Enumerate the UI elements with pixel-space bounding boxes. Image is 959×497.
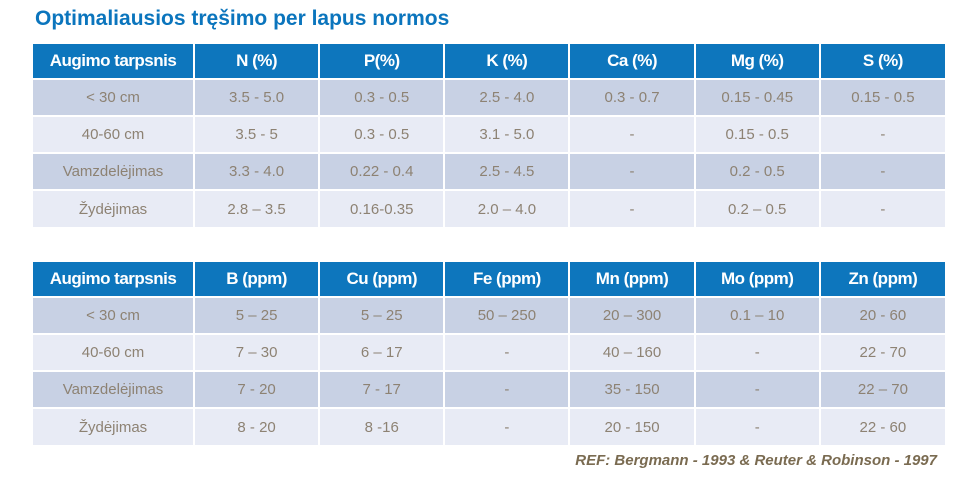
column-header: Cu (ppm)	[318, 262, 446, 298]
table-cell: -	[568, 189, 696, 227]
table-cell: 0.3 - 0.5	[318, 78, 446, 117]
table-header-row: Augimo tarpsnis B (ppm) Cu (ppm) Fe (ppm) Mn…	[33, 262, 945, 298]
table-cell: -	[693, 407, 821, 445]
column-header: B (ppm)	[192, 262, 321, 298]
table-cell: 7 - 20	[192, 370, 321, 409]
table-cell: 0.15 - 0.5	[693, 115, 821, 154]
table-row: Vamzdelėjimas 3.3 - 4.0 0.22 - 0.4 2.5 - 4.…	[33, 152, 945, 191]
table-cell: -	[568, 152, 696, 191]
table-row: 40-60 cm 7 – 30 6 – 17-40 – 160-22 - 70	[33, 333, 945, 372]
table-cell: 20 – 300	[568, 296, 696, 335]
table-cell: 3.1 - 5.0	[443, 115, 571, 154]
column-header: S (%)	[818, 44, 945, 80]
table-cell: -	[568, 115, 696, 154]
table-cell: 40 – 160	[568, 333, 696, 372]
column-header: Augimo tarpsnis	[33, 44, 195, 80]
table-cell: -	[818, 115, 945, 154]
table-cell: 2.8 – 3.5	[192, 189, 321, 227]
column-header: Zn (ppm)	[818, 262, 945, 298]
row-label: < 30 cm	[33, 78, 195, 117]
table-cell: 2.5 - 4.5	[443, 152, 571, 191]
table-cell: 0.2 - 0.5	[693, 152, 821, 191]
column-header: Mn (ppm)	[568, 262, 696, 298]
table-cell: -	[443, 370, 571, 409]
table-cell: 0.1 – 10	[693, 296, 821, 335]
table-cell: 20 - 60	[818, 296, 945, 335]
table-cell: -	[693, 370, 821, 409]
table-cell: -	[443, 407, 571, 445]
micronutrients-table: Augimo tarpsnis B (ppm) Cu (ppm) Fe (ppm) Mn…	[33, 262, 945, 445]
macronutrients-table: Augimo tarpsnis N (%) P(%) K (%) Ca (%) Mg (%…	[33, 44, 945, 227]
table-cell: 2.5 - 4.0	[443, 78, 571, 117]
row-label: 40-60 cm	[33, 333, 195, 372]
table-cell: 5 – 25	[318, 296, 446, 335]
row-label: Žydėjimas	[33, 407, 195, 445]
column-header: Augimo tarpsnis	[33, 262, 195, 298]
table-cell: 6 – 17	[318, 333, 446, 372]
table-cell: 8 -16	[318, 407, 446, 445]
table-cell: 2.0 – 4.0	[443, 189, 571, 227]
table-row: 40-60 cm 3.5 - 5 0.3 - 0.5 3.1 - 5.0-0.15 -…	[33, 115, 945, 154]
table-cell: 0.15 - 0.5	[818, 78, 945, 117]
table-cell: 0.15 - 0.45	[693, 78, 821, 117]
column-header: K (%)	[443, 44, 571, 80]
row-label: < 30 cm	[33, 296, 195, 335]
column-header: Mg (%)	[693, 44, 821, 80]
table-row: Žydėjimas 2.8 – 3.5 0.16-0.35 2.0 – 4.0-0.2…	[33, 189, 945, 227]
table-cell: 8 - 20	[192, 407, 321, 445]
table-cell: 22 - 60	[818, 407, 945, 445]
row-label: Vamzdelėjimas	[33, 370, 195, 409]
table-header-row: Augimo tarpsnis N (%) P(%) K (%) Ca (%) Mg (%…	[33, 44, 945, 80]
table-cell: 0.2 – 0.5	[693, 189, 821, 227]
table-cell: 0.3 - 0.7	[568, 78, 696, 117]
row-label: 40-60 cm	[33, 115, 195, 154]
table-row: Vamzdelėjimas 7 - 20 7 - 17-35 - 150-22 – …	[33, 370, 945, 409]
table-row: < 30 cm 3.5 - 5.0 0.3 - 0.5 2.5 - 4.0 0.3 - …	[33, 78, 945, 117]
table-row: Žydėjimas 8 - 20 8 -16-20 - 150-22 - 60	[33, 407, 945, 445]
table-cell: 22 - 70	[818, 333, 945, 372]
row-label: Vamzdelėjimas	[33, 152, 195, 191]
table-cell: 3.3 - 4.0	[192, 152, 321, 191]
table-cell: 22 – 70	[818, 370, 945, 409]
table-cell: 0.22 - 0.4	[318, 152, 446, 191]
table-cell: -	[818, 152, 945, 191]
table-cell: -	[818, 189, 945, 227]
row-label: Žydėjimas	[33, 189, 195, 227]
table-cell: -	[443, 333, 571, 372]
table-row: < 30 cm 5 – 25 5 – 25 50 – 250 20 – 300 0.1 –…	[33, 296, 945, 335]
table-cell: -	[693, 333, 821, 372]
table-cell: 50 – 250	[443, 296, 571, 335]
page-title: Optimaliausios tręšimo per lapus normos	[35, 7, 450, 30]
column-header: Fe (ppm)	[443, 262, 571, 298]
table-cell: 7 – 30	[192, 333, 321, 372]
table-cell: 7 - 17	[318, 370, 446, 409]
column-header: P(%)	[318, 44, 446, 80]
table-cell: 20 - 150	[568, 407, 696, 445]
column-header: N (%)	[192, 44, 321, 80]
column-header: Mo (ppm)	[693, 262, 821, 298]
table-cell: 35 - 150	[568, 370, 696, 409]
table-cell: 0.3 - 0.5	[318, 115, 446, 154]
reference-citation: REF: Bergmann - 1993 & Reuter & Robinson…	[575, 452, 937, 469]
table-cell: 0.16-0.35	[318, 189, 446, 227]
table-cell: 3.5 - 5	[192, 115, 321, 154]
table-cell: 5 – 25	[192, 296, 321, 335]
column-header: Ca (%)	[568, 44, 696, 80]
table-cell: 3.5 - 5.0	[192, 78, 321, 117]
